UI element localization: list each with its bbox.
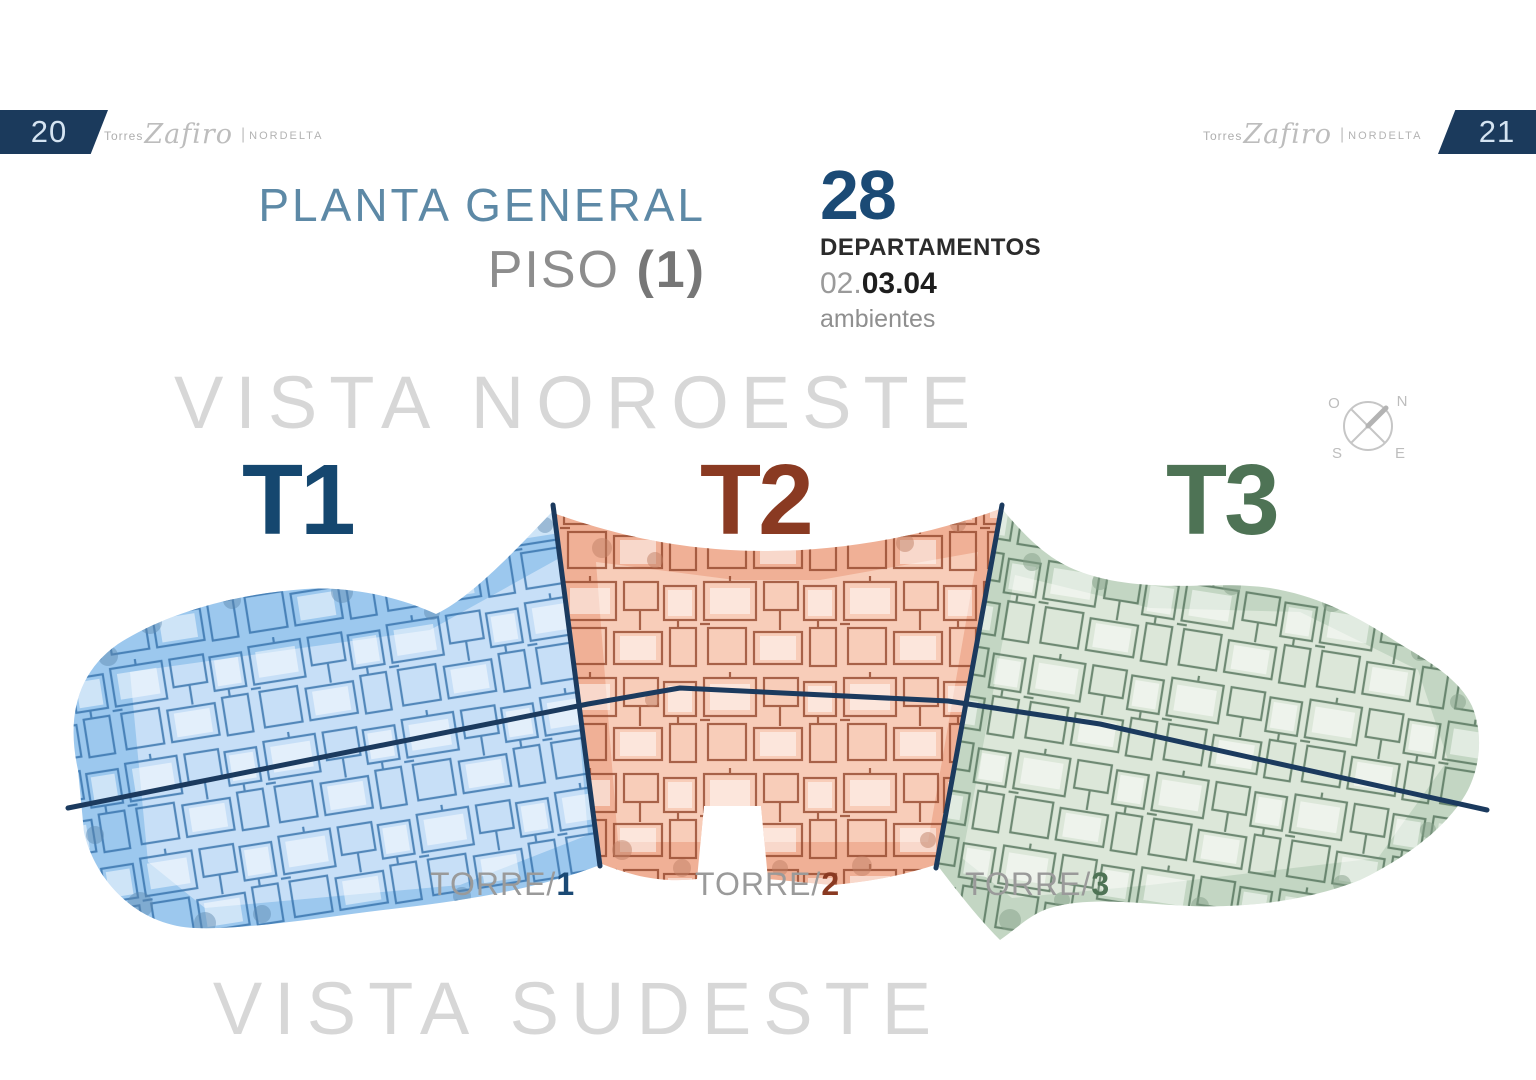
brand-torres: Torres [1203, 129, 1243, 143]
divider-t1-t2 [550, 502, 603, 869]
page-title: PLANTA GENERAL PISO (1) [258, 178, 706, 300]
page-number-right: 21 [1438, 110, 1536, 154]
stats-block: 28 DEPARTAMENTOS 02.03.04 ambientes [820, 160, 1041, 332]
brand-torres: Torres [104, 129, 144, 143]
title-piso-number: (1) [636, 241, 706, 299]
brand-separator: | [241, 126, 246, 143]
torre-3-caption: TORRE/3 [965, 866, 1110, 903]
caption-vista-noroeste: VISTA NOROESTE [173, 361, 983, 444]
compass-icon: O N S E [1328, 393, 1408, 462]
tower-2-label: T2 [700, 444, 814, 556]
caption-vista-sudeste: VISTA SUDESTE [212, 967, 944, 1050]
title-piso: PISO (1) [258, 240, 706, 300]
torre-3-number: 3 [1091, 866, 1111, 902]
brand-zafiro: Zafiro [1243, 118, 1332, 150]
brand-zafiro: Zafiro [144, 118, 233, 150]
brand-nordelta: NORDELTA [1348, 130, 1423, 142]
ambientes-numbers: 02.03.04 [820, 269, 1041, 299]
title-planta-general: PLANTA GENERAL [258, 179, 706, 231]
title-piso-prefix: PISO [487, 241, 637, 299]
brand-logo-left: Torres Zafiro | NORDELTA [104, 114, 323, 154]
page-number-left: 20 [0, 110, 108, 154]
torre-2-number: 2 [821, 866, 841, 902]
compass-o: O [1328, 395, 1340, 412]
axis-line [65, 685, 1490, 813]
torre-1-prefix: TORRE/ [430, 866, 557, 902]
brand-nordelta: NORDELTA [249, 130, 324, 142]
brand-logo-right: Torres Zafiro | NORDELTA [1203, 114, 1422, 154]
compass-s: S [1332, 445, 1342, 462]
divider-t2-t3 [933, 502, 1005, 871]
compass-n: N [1397, 393, 1408, 410]
torre-2-caption: TORRE/2 [695, 866, 840, 903]
tower-1-label: T1 [242, 444, 356, 556]
torre-3-prefix: TORRE/ [965, 866, 1092, 902]
section-divider-lines [550, 502, 1005, 871]
departamentos-label: DEPARTAMENTOS [820, 234, 1042, 261]
tower-3-label: T3 [1166, 444, 1280, 556]
torre-1-number: 1 [556, 866, 576, 902]
compass-e: E [1395, 445, 1405, 462]
departamentos-count: 28 [820, 156, 897, 234]
ambientes-prefix: 02. [820, 267, 862, 300]
ambientes-bold: 03.04 [861, 267, 937, 300]
ambientes-label: ambientes [820, 305, 936, 333]
torre-2-prefix: TORRE/ [695, 866, 822, 902]
brand-separator: | [1340, 126, 1345, 143]
torre-1-caption: TORRE/1 [430, 866, 575, 903]
